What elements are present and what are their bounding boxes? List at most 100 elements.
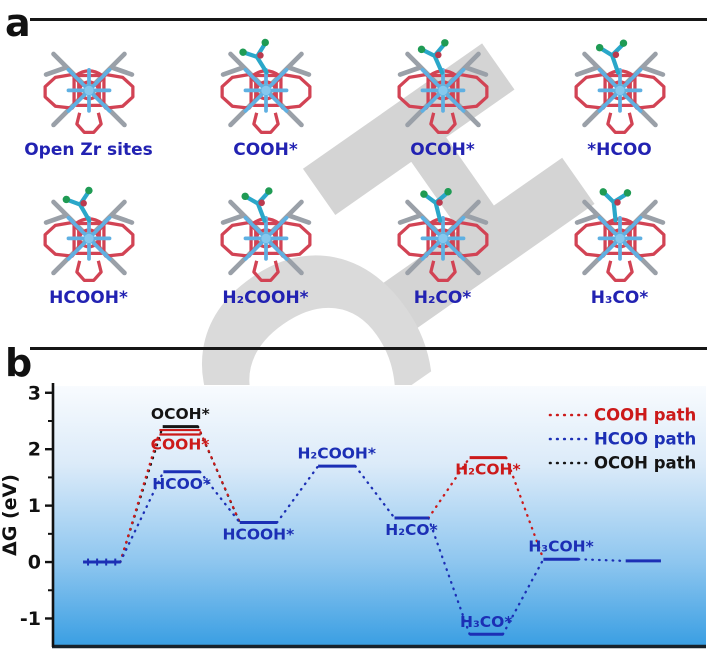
red-ring-bottom [74, 112, 103, 135]
linker-spoke [464, 65, 488, 77]
linker-spoke [220, 65, 244, 77]
molecule-label: HCOOH* [49, 288, 128, 308]
legend-label-2: OCOH path [594, 454, 696, 473]
linker-spoke [287, 65, 311, 77]
zr-cluster-structure [574, 51, 665, 135]
molecule-label: *HCOO [587, 140, 652, 160]
adsorbate-atom [240, 192, 249, 201]
molecule-image [574, 39, 665, 135]
path-connector-HCOOH-H2COOH [275, 464, 320, 524]
linker-spoke [110, 65, 134, 77]
zr-node-center [614, 233, 625, 244]
y-tick-label: 3 [28, 382, 41, 404]
molecule-cell: *HCOO [531, 26, 708, 160]
adsorbate-atom [79, 199, 87, 207]
adsorbate-atom [260, 38, 269, 47]
zr-cluster-structure [43, 51, 134, 135]
path-connector-H2COOH-H2CO [354, 464, 396, 520]
molecule-image [220, 38, 311, 135]
linker-spoke [43, 65, 67, 77]
molecule-image [574, 188, 665, 283]
molecule-cell: H₂CO* [354, 174, 531, 308]
zr-cluster-structure [220, 199, 311, 283]
molecule-cell: OCOH* [354, 26, 531, 160]
legend-label-1: HCOO path [594, 430, 696, 449]
adsorbate-bond [423, 191, 449, 223]
molecule-image [397, 39, 488, 135]
adsorbate-atom [440, 39, 449, 47]
zr-cluster-structure [397, 199, 488, 283]
zr-node-center [437, 85, 448, 96]
adsorbate-atom [264, 187, 273, 195]
adsorbate-atom [238, 48, 247, 56]
panel-b-label: b [5, 341, 33, 385]
red-ring-bottom [605, 112, 634, 135]
path-connector-H2CO-H3CO [427, 516, 471, 636]
zr-node-center [83, 233, 94, 244]
level-label-COOH: COOH* [151, 435, 210, 453]
adsorbate-atom [613, 199, 621, 206]
linker-spoke [464, 213, 488, 225]
adsorbate-atom [84, 186, 93, 195]
linker-spoke [397, 213, 421, 225]
zr-node-center [614, 85, 625, 96]
adsorbate-bond [242, 42, 269, 75]
level-label-H2COH: H₂COH* [455, 461, 520, 479]
molecule-label: OCOH* [410, 140, 475, 160]
linker-spoke [287, 213, 311, 225]
adsorbate-atom [595, 43, 603, 52]
plot-background [53, 386, 706, 645]
molecule-cell: COOH* [177, 26, 354, 160]
linker-spoke [574, 65, 598, 77]
linker-spoke [397, 65, 421, 77]
molecule-image [220, 187, 311, 283]
linker-spoke [43, 213, 67, 225]
adsorbate-atom [62, 195, 70, 204]
zr-node-center [260, 85, 271, 96]
adsorbate-bond [602, 191, 628, 223]
molecule-cell: Open Zr sites [0, 26, 177, 160]
adsorbate-atom [623, 189, 631, 197]
path-connector-H2COH-H3COH [505, 456, 545, 561]
adsorbate-atom [443, 187, 452, 196]
panel-a-label: a [5, 1, 31, 45]
zr-node-center [83, 85, 94, 96]
adsorbate [240, 187, 273, 223]
linker-spoke [220, 213, 244, 225]
panel-a-divider [30, 18, 707, 21]
adsorbate-bond [244, 190, 270, 223]
molecule-label: H₂COOH* [222, 288, 309, 308]
molecule-label: Open Zr sites [24, 140, 153, 160]
adsorbate-atom [417, 45, 425, 54]
linker-spoke [110, 213, 134, 225]
molecule-cell: HCOOH* [0, 174, 177, 308]
zr-cluster-structure [574, 199, 665, 283]
adsorbate-bond [598, 42, 624, 75]
y-tick-label: -1 [20, 608, 41, 630]
adsorbate [62, 186, 93, 223]
molecule-image [43, 51, 134, 135]
adsorbate [417, 39, 449, 75]
adsorbate-atom [434, 51, 442, 59]
adsorbate-atom [257, 199, 265, 207]
zr-cluster-structure [220, 51, 311, 135]
red-ring-bottom [251, 112, 280, 135]
y-axis-title: ΔG (eV) [0, 474, 21, 556]
adsorbate [238, 38, 269, 75]
linker-spoke [641, 65, 665, 77]
molecule-cell: H₃CO* [531, 174, 708, 308]
molecule-image [397, 187, 488, 283]
molecule-label: COOH* [233, 140, 298, 160]
adsorbate [599, 188, 631, 223]
adsorbate-atom [619, 39, 627, 47]
y-tick-label: 0 [28, 552, 41, 574]
zr-node-center [437, 233, 448, 244]
y-tick-label: 2 [28, 439, 41, 461]
red-ring-bottom [251, 260, 280, 283]
level-label-H3CO: H₃CO* [460, 613, 512, 631]
adsorbate-bond [420, 42, 446, 75]
adsorbate-atom [419, 190, 428, 198]
linker-spoke [574, 213, 598, 225]
molecule-grid: Open Zr sites COOH* OCOH* *HCOO HCOOH* H₂COOH… [0, 26, 710, 308]
